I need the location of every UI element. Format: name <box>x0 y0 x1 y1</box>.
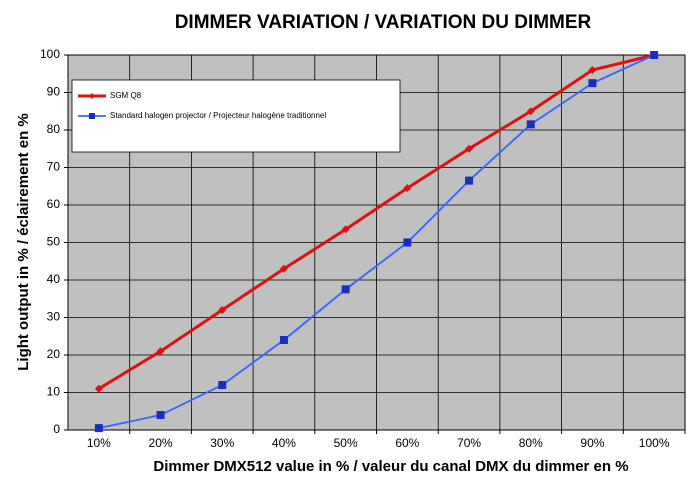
point <box>156 347 165 356</box>
y-tick-label: 80 <box>47 122 61 136</box>
y-tick-label: 100 <box>40 47 60 61</box>
y-tick-label: 30 <box>47 310 61 324</box>
point <box>588 79 597 88</box>
x-tick-label: 50% <box>334 436 358 450</box>
point <box>403 184 412 193</box>
point <box>465 176 474 185</box>
x-axis-label: Dimmer DMX512 value in % / valeur du can… <box>153 458 628 475</box>
x-tick-label: 30% <box>210 436 234 450</box>
y-tick-label: 10 <box>47 385 61 399</box>
x-tick-label: 60% <box>395 436 419 450</box>
y-tick-label: 50 <box>47 235 61 249</box>
point <box>526 107 535 116</box>
x-tick-label: 70% <box>457 436 481 450</box>
point <box>279 264 288 273</box>
x-tick-label: 100% <box>639 436 670 450</box>
point <box>279 336 288 344</box>
chart-title: DIMMER VARIATION / VARIATION DU DIMMER <box>175 12 592 33</box>
point <box>341 285 350 294</box>
point <box>218 381 227 389</box>
point <box>588 66 597 74</box>
legend-marker <box>89 113 95 119</box>
y-tick-label: 70 <box>47 160 61 174</box>
legend-marker <box>89 93 95 99</box>
legend-label: Standard halogen projector / Projecteur … <box>110 111 326 120</box>
y-tick-label: 0 <box>53 422 60 436</box>
x-tick-label: 20% <box>149 436 173 450</box>
point <box>218 306 227 314</box>
legend-label: SGM Q8 <box>110 91 142 100</box>
y-tick-label: 40 <box>47 272 61 286</box>
legend-box <box>71 79 401 153</box>
point <box>650 51 659 59</box>
x-tick-label: 90% <box>580 436 604 450</box>
series-line <box>98 53 655 391</box>
point <box>403 238 412 247</box>
point <box>94 384 103 393</box>
point <box>341 225 350 234</box>
y-tick-label: 20 <box>47 347 61 361</box>
point <box>465 144 474 153</box>
y-axis-label: Light output in % / éclairement en % <box>15 113 32 371</box>
y-tick-label: 60 <box>47 197 61 211</box>
point <box>94 424 103 433</box>
x-tick-label: 80% <box>519 436 543 450</box>
series-line <box>98 54 655 430</box>
point <box>156 411 165 419</box>
point <box>526 120 535 129</box>
y-tick-label: 90 <box>47 85 61 99</box>
x-tick-label: 40% <box>272 436 296 450</box>
x-tick-label: 10% <box>87 436 111 450</box>
